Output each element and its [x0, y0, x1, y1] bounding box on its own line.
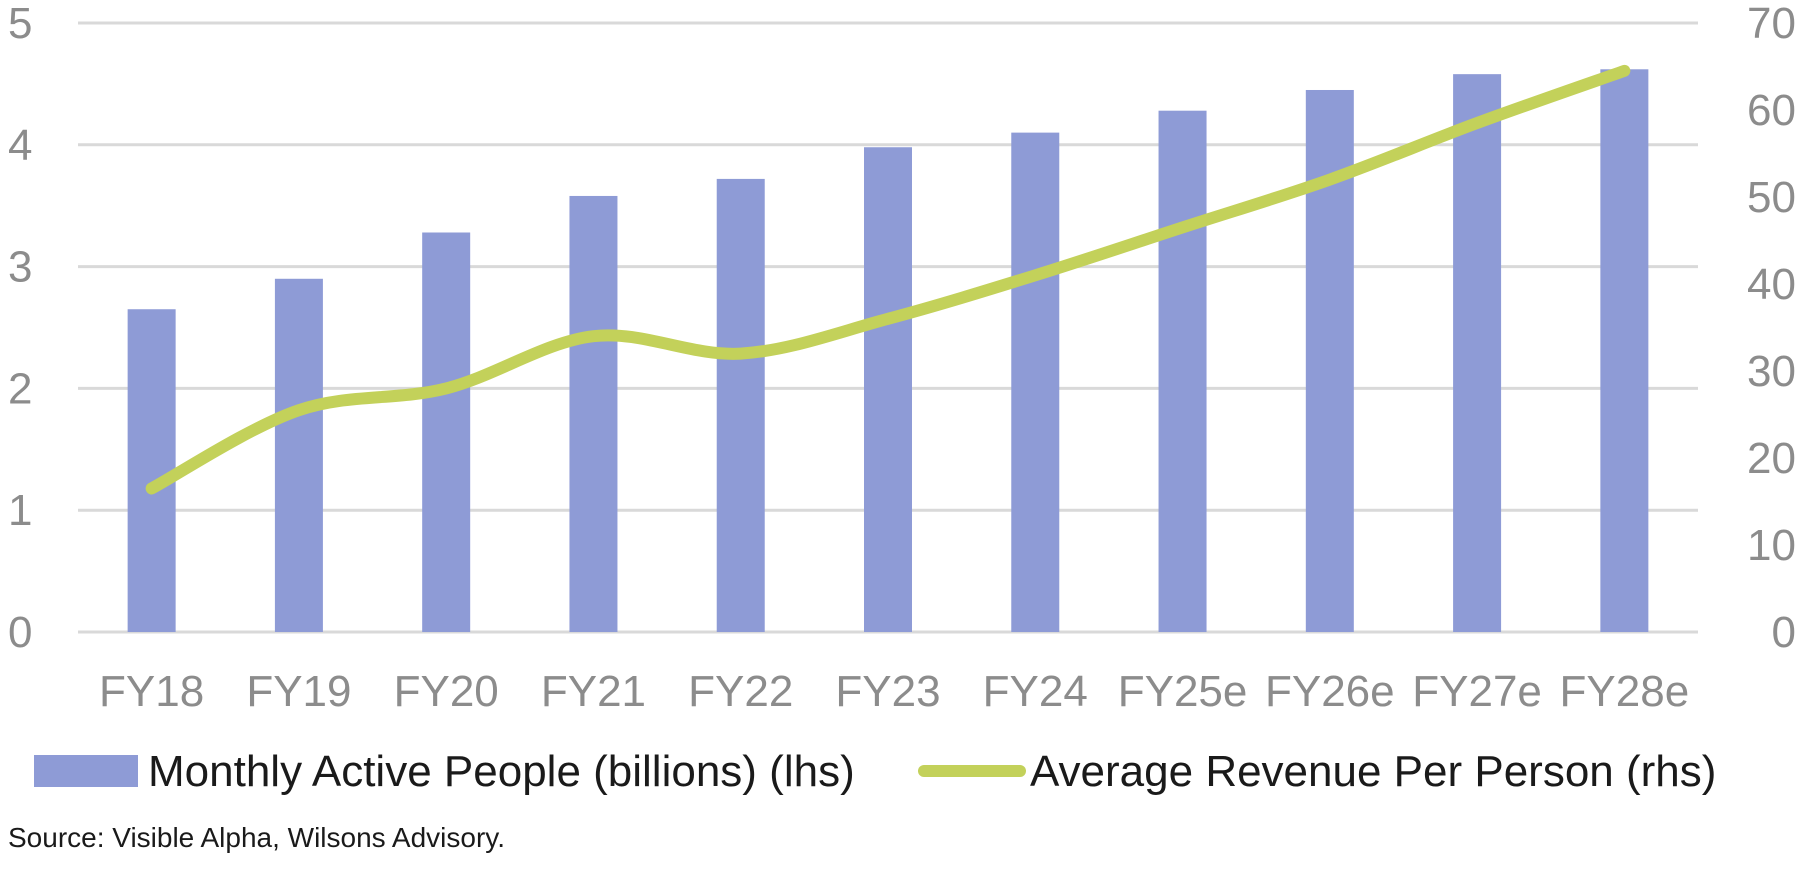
right-tick-label: 60: [1747, 86, 1796, 135]
x-tick-label: FY27e: [1412, 667, 1542, 716]
source-note: Source: Visible Alpha, Wilsons Advisory.: [8, 822, 505, 853]
line-series: [145, 64, 1631, 495]
left-tick-label: 0: [8, 608, 32, 657]
left-tick-label: 3: [8, 243, 32, 292]
right-tick-label: 70: [1747, 0, 1796, 48]
x-tick-label: FY26e: [1265, 667, 1395, 716]
right-tick-label: 50: [1747, 173, 1796, 222]
bar-fy28e: [1600, 69, 1649, 632]
bar-fy22: [716, 178, 765, 633]
right-tick-label: 0: [1772, 608, 1796, 657]
x-tick-label: FY21: [541, 667, 646, 716]
right-tick-label: 20: [1747, 434, 1796, 483]
bar-fy20: [422, 232, 471, 632]
legend-swatch-bar: [34, 755, 138, 787]
bar-fy25e: [1158, 110, 1207, 633]
x-tick-label: FY22: [688, 667, 793, 716]
right-tick-label: 10: [1747, 521, 1796, 570]
x-tick-label: FY18: [99, 667, 204, 716]
x-tick-label: FY28e: [1560, 667, 1690, 716]
right-tick-label: 40: [1747, 260, 1796, 309]
x-tick-label: FY24: [983, 667, 1088, 716]
left-tick-label: 1: [8, 486, 32, 535]
x-tick-label: FY25e: [1118, 667, 1248, 716]
bar-fy24: [1011, 132, 1060, 632]
left-tick-label: 2: [8, 364, 32, 413]
bar-fy19: [274, 278, 323, 632]
right-tick-label: 30: [1747, 347, 1796, 396]
legend-label-bar: Monthly Active People (billions) (lhs): [148, 747, 855, 796]
x-axis: FY18 FY19 FY20 FY21 FY22 FY23 FY24 FY25e FY26e FY…: [99, 667, 1689, 716]
bar-fy23: [864, 147, 912, 632]
bar-fy18: [127, 309, 176, 632]
bar-series: [127, 69, 1649, 633]
legend: Monthly Active People (billions) (lhs) A…: [34, 747, 1716, 796]
left-axis: 0 1 2 3 4 5: [8, 0, 32, 657]
left-tick-label: 4: [8, 121, 32, 170]
bar-fy21: [569, 195, 618, 632]
left-tick-label: 5: [8, 0, 32, 48]
x-tick-label: FY23: [835, 667, 940, 716]
x-tick-label: FY19: [246, 667, 351, 716]
legend-label-line: Average Revenue Per Person (rhs): [1030, 747, 1716, 796]
bar-fy27e: [1453, 74, 1502, 632]
x-tick-label: FY20: [394, 667, 499, 716]
right-axis: 0 10 20 30 40 50 60 70: [1747, 0, 1796, 657]
